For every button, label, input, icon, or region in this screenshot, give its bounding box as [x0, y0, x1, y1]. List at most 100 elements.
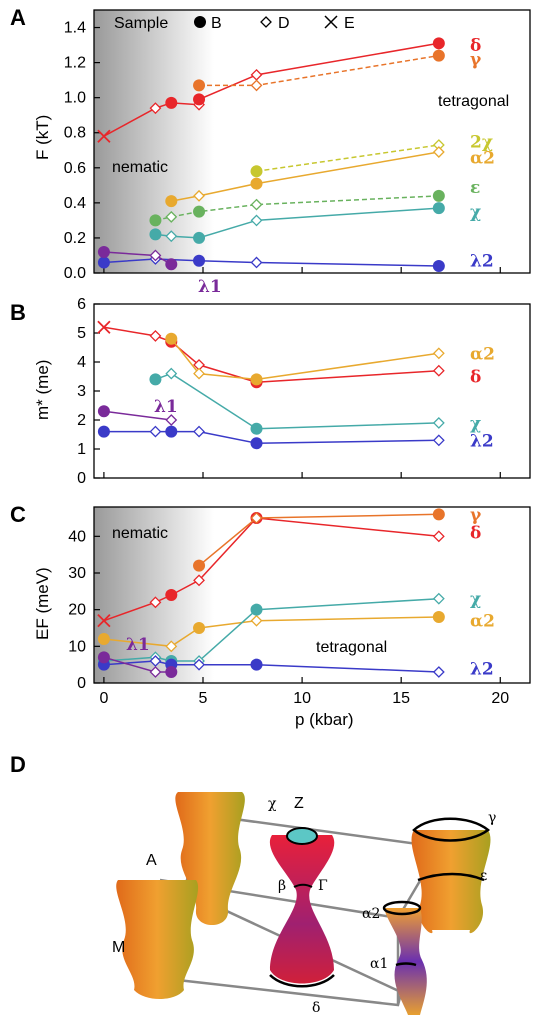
data-point: [250, 437, 263, 450]
panel-a-ylabel: F (kT): [33, 115, 52, 160]
y-tick-label: 1: [77, 441, 86, 458]
band-label: ε: [470, 178, 480, 198]
legend-diamond-marker: [260, 16, 272, 28]
band-label: δ: [470, 524, 481, 544]
region-tetragonal-label: tetragonal: [438, 93, 509, 110]
data-point: [97, 245, 110, 258]
region-tetragonal-label-c: tetragonal: [316, 639, 387, 656]
data-point: [250, 658, 263, 671]
y-tick-label: 40: [68, 528, 86, 545]
data-point: [149, 373, 162, 386]
data-point: [149, 214, 162, 227]
band-label: χ: [470, 590, 481, 610]
legend-label-b: B: [211, 15, 222, 32]
chi-pocket: [286, 827, 318, 845]
data-point: [165, 96, 178, 109]
x-tick-label: 10: [293, 690, 311, 707]
label-delta: δ: [312, 1000, 320, 1016]
panel-c: C nematic tetragonal EF (meV) p (kbar) 0…: [10, 502, 531, 729]
y-tick-label: 0.4: [64, 195, 86, 212]
panel-c-ylabel: EF (meV): [33, 567, 52, 640]
data-point: [193, 205, 206, 218]
data-point: [165, 195, 178, 208]
fs-corner-back-right: [411, 830, 491, 934]
panel-b-marks: [97, 320, 445, 450]
data-point: [193, 231, 206, 244]
legend-title: Sample: [114, 15, 168, 32]
data-point: [149, 249, 162, 262]
data-point: [149, 425, 162, 438]
y-tick-label: 0: [77, 675, 86, 692]
band-label: α2: [470, 148, 495, 168]
series-line: [171, 151, 439, 202]
data-point: [250, 603, 263, 616]
band-label: δ: [470, 36, 481, 56]
x-tick-label: 0: [99, 690, 108, 707]
data-point: [193, 559, 206, 572]
data-point: [432, 592, 445, 605]
band-label: δ: [470, 368, 481, 388]
data-point: [165, 640, 178, 653]
data-point: [432, 666, 445, 678]
data-point: [165, 425, 178, 438]
data-point: [165, 230, 178, 243]
data-point: [165, 589, 178, 601]
panel-c-axes: 0 10 20 30 40 0 5 10 15 20 γδ χα2 λ2: [68, 505, 509, 707]
y-tick-label: 1.0: [64, 90, 86, 107]
data-point: [250, 614, 263, 627]
fs-center-delta: [269, 835, 335, 984]
data-point: [250, 177, 263, 190]
panel-a-marks: [97, 37, 445, 272]
series-line: [155, 372, 439, 430]
data-point: [432, 416, 445, 429]
panel-b-label: B: [10, 300, 26, 325]
data-point: [193, 189, 205, 202]
data-point: [193, 658, 205, 671]
series-line: [103, 597, 439, 662]
data-point: [165, 332, 178, 345]
x-tick-label: 5: [199, 690, 208, 707]
data-point: [97, 129, 111, 143]
data-point: [432, 530, 445, 543]
data-point: [165, 666, 178, 678]
fs-alpha: [384, 908, 427, 1015]
band-label: λ2: [470, 431, 494, 451]
panel-c-frame: [93, 506, 531, 684]
data-point: [432, 146, 445, 158]
data-point: [250, 373, 263, 386]
data-point: [432, 189, 445, 202]
gamma-orbit: [412, 817, 490, 842]
panel-c-label: C: [10, 502, 26, 527]
y-tick-label: 6: [77, 296, 86, 313]
data-point: [193, 574, 205, 587]
data-point: [432, 434, 445, 447]
epsilon-orbit: [417, 872, 485, 882]
series-line: [103, 430, 439, 444]
y-tick-label: 0: [77, 470, 86, 487]
data-point: [432, 347, 445, 360]
data-point: [149, 102, 162, 115]
band-label: γ: [470, 50, 482, 70]
band-label: γ: [470, 505, 482, 525]
panel-c-xlabel: p (kbar): [295, 710, 354, 729]
alpha2-orbit: [382, 900, 422, 916]
panel-b-axes: 0 1 2 3 4 5 6 α2 δ χλ2: [77, 296, 501, 487]
data-point: [250, 422, 263, 435]
data-point: [149, 655, 162, 667]
data-point: [432, 508, 445, 521]
panel-b: B m* (me) 0 1 2 3 4 5 6 α2 δ χλ2 λ1: [10, 296, 531, 487]
data-point: [97, 405, 110, 418]
data-point: [165, 210, 178, 223]
data-point: [193, 93, 206, 106]
data-point: [193, 79, 206, 92]
series-line: [103, 326, 439, 384]
data-point: [149, 666, 162, 678]
data-point: [149, 596, 162, 609]
data-point: [250, 68, 263, 81]
y-tick-label: 20: [68, 602, 86, 619]
data-point: [97, 425, 110, 438]
beta-orbit: [293, 883, 313, 888]
label-gamma-point: Γ: [318, 878, 328, 894]
series-line: [198, 513, 439, 567]
y-tick-label: 0.2: [64, 230, 86, 247]
